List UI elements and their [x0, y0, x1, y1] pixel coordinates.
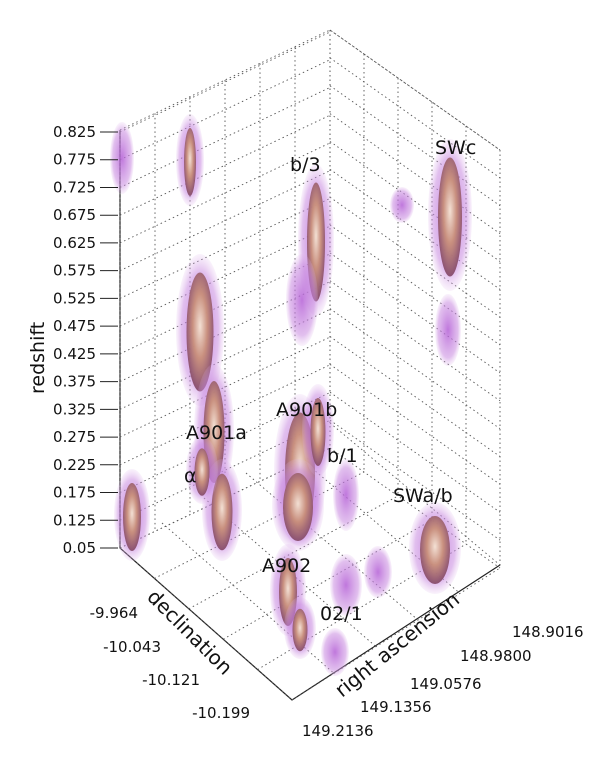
volume-blob: [428, 139, 472, 291]
z-tick-label: 0.725: [53, 178, 96, 196]
z-tick-label: 0.425: [53, 345, 96, 363]
ra-tick-label: 149.0576: [410, 675, 482, 693]
declination-tick-label: -9.964: [90, 604, 138, 622]
z-tick-label: 0.675: [53, 206, 96, 224]
structure-label: A901a: [186, 422, 247, 444]
structure-label: A901b: [276, 399, 337, 421]
volume-blobs: [110, 114, 472, 676]
y-axis-title: declination: [142, 585, 237, 680]
structure-label: A902: [262, 555, 311, 577]
grid-line: [329, 252, 501, 374]
grid-line: [329, 141, 501, 262]
z-axis-title: redshift: [27, 322, 49, 394]
structure-label: 02/1: [320, 603, 363, 625]
redshift-tick-labels: 0.825 0.775 0.725 0.675 0.625 0.575 0.525 0.475…: [53, 123, 118, 557]
z-tick-label: 0.275: [53, 428, 96, 446]
z-tick-label: 0.525: [53, 289, 96, 307]
structure-label: SWa/b: [393, 485, 453, 507]
grid-line: [329, 85, 501, 207]
volume-blob: [364, 546, 392, 598]
volume-blob: [409, 502, 461, 594]
volume-blob: [176, 114, 204, 206]
declination-tick-label: -10.121: [142, 671, 200, 689]
z-tick-label: 0.225: [53, 456, 96, 474]
grid-line: [329, 224, 501, 346]
volume-blob: [186, 436, 218, 504]
volume-blob: [435, 294, 461, 366]
grid-line: [329, 196, 501, 318]
grid-line: [119, 29, 501, 151]
grid-line: [119, 364, 331, 466]
plot-box: [119, 130, 501, 701]
declination-tick-label: -10.043: [103, 638, 161, 656]
z-tick-label: 0.775: [53, 151, 96, 169]
structure-label: SWc: [435, 137, 476, 159]
grid-line: [119, 197, 331, 299]
grid-line: [188, 495, 399, 610]
grid-line: [291, 567, 501, 701]
grid-line: [329, 57, 501, 179]
declination-tick-labels: -9.964 -10.043 -10.121 -10.199: [90, 604, 250, 722]
grid-line: [329, 336, 501, 457]
z-tick-label: 0.375: [53, 373, 96, 391]
grid-line: [119, 87, 331, 188]
ra-tick-label: 148.9016: [512, 623, 584, 641]
grid-line: [329, 29, 501, 151]
ra-tick-label: 149.1356: [360, 698, 432, 716]
volume-blob: [114, 469, 150, 561]
right-ascension-tick-labels: 148.9016 148.9800 149.0576 149.1356 149.2136: [302, 623, 584, 740]
volume-blob: [284, 597, 316, 659]
z-tick-label: 0.05: [63, 539, 96, 557]
z-tick-label: 0.175: [53, 484, 96, 502]
declination-tick-label: -10.199: [192, 704, 250, 722]
grid-line: [329, 364, 501, 485]
grid-line: [154, 471, 365, 579]
z-tick-label: 0.475: [53, 317, 96, 335]
ra-tick-label: 149.2136: [302, 722, 374, 740]
grid-line: [119, 114, 331, 216]
volume-blob: [286, 254, 318, 346]
volume-blob: [330, 554, 362, 616]
grid-line: [329, 447, 501, 569]
structure-label: α: [184, 465, 197, 487]
z-tick-label: 0.325: [53, 400, 96, 418]
volume-blob: [333, 459, 359, 531]
grid-line: [329, 168, 501, 290]
grid-line: [329, 308, 501, 430]
grid-line: [329, 113, 501, 234]
volume-blob: [390, 187, 414, 223]
grid-line: [329, 391, 501, 513]
grid-line: [119, 59, 331, 161]
grid-line: [329, 419, 501, 541]
volume-blob: [272, 459, 324, 551]
grid-line: [329, 422, 501, 566]
grid-line: [329, 280, 501, 402]
z-tick-label: 0.625: [53, 234, 96, 252]
volume-blob: [321, 628, 349, 676]
box-edges: [119, 130, 501, 701]
volume-blob: [110, 122, 134, 194]
z-tick-label: 0.825: [53, 123, 96, 141]
z-tick-label: 0.125: [53, 511, 96, 529]
grid-line: [119, 225, 331, 327]
ra-tick-label: 148.9800: [460, 647, 532, 665]
structure-label: b/1: [327, 445, 358, 467]
structure-labels: SWc b/3 A901b A901a b/1 α SWa/b A902 02/1: [184, 137, 476, 625]
structure-label: b/3: [290, 154, 321, 176]
grid-line: [119, 31, 331, 133]
volume-blob: [302, 384, 334, 476]
z-tick-label: 0.575: [53, 262, 96, 280]
